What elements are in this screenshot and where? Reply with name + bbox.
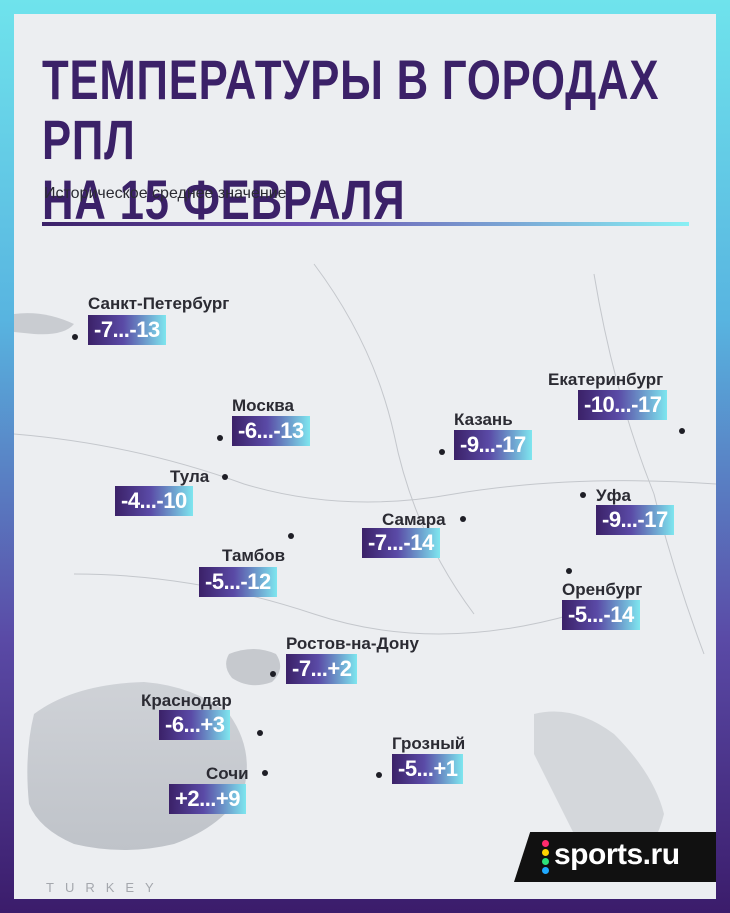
title-line-1: ТЕМПЕРАТУРЫ В ГОРОДАХ РПЛ	[42, 48, 660, 171]
city-name-orenburg: Оренбург	[562, 580, 643, 599]
temp-label-tambov: -5...-12	[199, 567, 277, 597]
city-name-moscow: Москва	[232, 396, 294, 415]
city-dot-sochi	[262, 770, 268, 776]
title-line-2: НА 15 ФЕВРАЛЯ	[42, 168, 406, 231]
temp-label-orenburg: -5...-14	[562, 600, 640, 630]
city-dot-samara	[460, 516, 466, 522]
city-name-kazan: Казань	[454, 410, 513, 429]
title-divider	[42, 222, 689, 226]
city-name-saint-petersburg: Санкт-Петербург	[88, 294, 230, 313]
map-label-turkey: TURKEY	[46, 880, 165, 895]
temp-label-rostov: -7...+2	[286, 654, 358, 684]
city-name-sochi: Сочи	[206, 764, 249, 783]
temp-label-grozny: -5...+1	[392, 754, 464, 784]
subtitle: Историческое среднее значение	[44, 185, 287, 202]
temp-label-saint-petersburg: -7...-13	[88, 315, 166, 345]
temp-label-moscow: -6...-13	[232, 416, 310, 446]
city-name-grozny: Грозный	[392, 734, 466, 753]
gulf-of-finland	[14, 313, 74, 335]
temp-label-ufa: -9...-17	[596, 505, 674, 535]
city-name-samara: Самара	[382, 510, 446, 529]
city-dot-yekaterinburg	[679, 428, 685, 434]
logo-dots	[542, 840, 550, 876]
temp-label-yekaterinburg: -10...-17	[578, 390, 668, 420]
temp-label-samara: -7...-14	[362, 528, 440, 558]
temp-label-tula: -4...-10	[115, 486, 193, 516]
azov-sea	[226, 649, 281, 686]
sports-ru-logo: sports.ru	[514, 832, 716, 882]
city-name-tula: Тула	[170, 467, 210, 486]
city-name-ufa: Уфа	[596, 486, 631, 505]
temp-label-kazan: -9...-17	[454, 430, 532, 460]
page-title: ТЕМПЕРАТУРЫ В ГОРОДАХ РПЛ НА 15 ФЕВРАЛЯ	[42, 50, 682, 230]
city-name-krasnodar: Краснодар	[141, 691, 232, 710]
city-name-rostov: Ростов-на-Дону	[286, 634, 419, 653]
city-dot-ufa	[580, 492, 586, 498]
temp-label-sochi: +2...+9	[169, 784, 247, 814]
city-dot-tula	[222, 474, 228, 480]
city-name-yekaterinburg: Екатеринбург	[548, 370, 664, 389]
city-dot-krasnodar	[257, 730, 263, 736]
city-dot-rostov	[270, 671, 276, 677]
infographic-card: ТЕМПЕРАТУРЫ В ГОРОДАХ РПЛ НА 15 ФЕВРАЛЯ …	[14, 14, 716, 899]
city-dot-kazan	[439, 449, 445, 455]
city-dot-orenburg	[566, 568, 572, 574]
city-dot-grozny	[376, 772, 382, 778]
city-dot-saint-petersburg	[72, 334, 78, 340]
city-name-tambov: Тамбов	[222, 546, 286, 565]
city-dot-moscow	[217, 435, 223, 441]
city-dot-tambov	[288, 533, 294, 539]
temp-label-krasnodar: -6...+3	[159, 710, 231, 740]
logo-text: sports.ru	[554, 838, 680, 871]
